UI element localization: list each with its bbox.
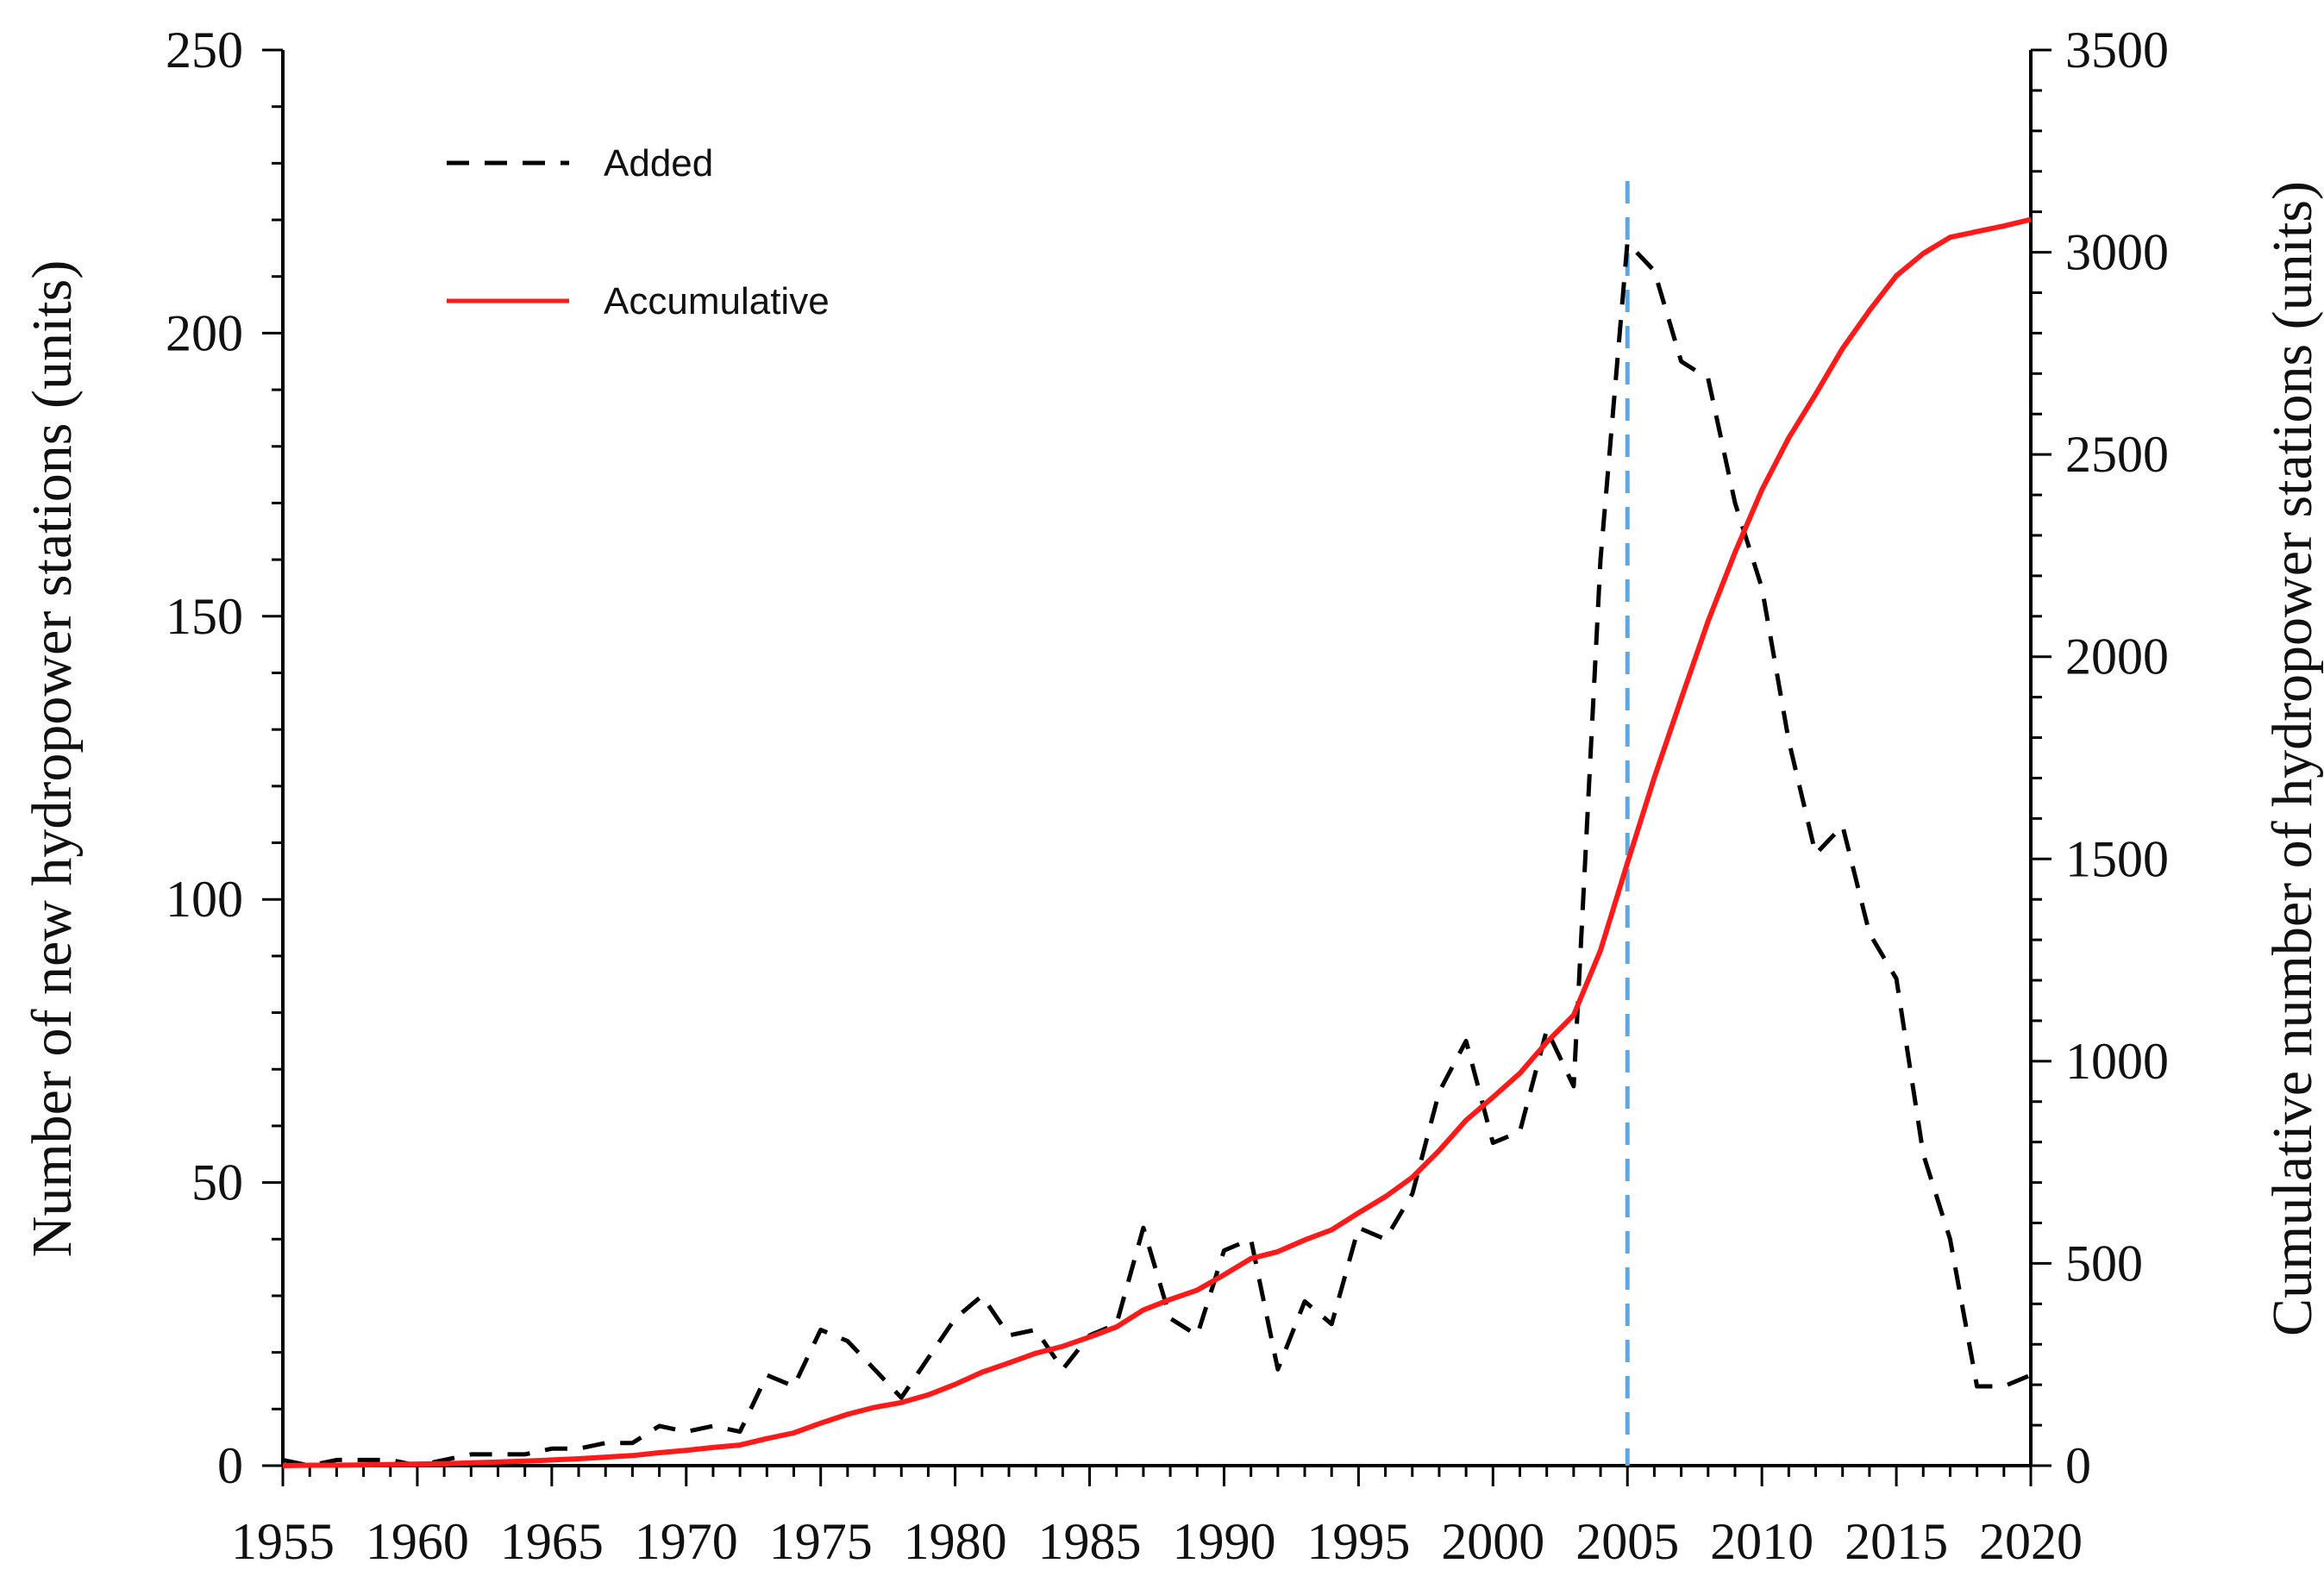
x-tick-label: 1990 xyxy=(1172,1513,1275,1570)
y-tick-label: 150 xyxy=(166,588,243,645)
y-tick-label: 100 xyxy=(166,871,243,928)
x-tick-label: 1985 xyxy=(1038,1513,1142,1570)
y2-tick-label: 3500 xyxy=(2065,22,2169,78)
y-tick-label: 250 xyxy=(166,22,243,78)
x-tick-label: 1955 xyxy=(231,1513,335,1570)
x-tick-label: 1960 xyxy=(366,1513,469,1570)
right-y-axis-title: Cumulative number of hydropower stations… xyxy=(2261,181,2324,1336)
y2-tick-label: 1500 xyxy=(2065,830,2169,887)
y2-tick-label: 0 xyxy=(2065,1437,2091,1494)
y2-tick-label: 1000 xyxy=(2065,1033,2169,1090)
legend: Added Accumulative xyxy=(447,142,830,322)
x-tick-label: 1995 xyxy=(1306,1513,1410,1570)
legend-label-accumulative: Accumulative xyxy=(604,280,830,322)
y2-tick-label: 2000 xyxy=(2065,629,2169,685)
tick-labels: 1955 1960 1965 1970 1975 1980 1985 1990 1995 2000… xyxy=(166,22,2169,1570)
legend-label-added: Added xyxy=(604,142,713,184)
x-tick-label: 1970 xyxy=(635,1513,738,1570)
y2-tick-label: 3000 xyxy=(2065,224,2169,281)
y2-tick-label: 500 xyxy=(2065,1235,2143,1291)
x-tick-label: 1980 xyxy=(904,1513,1007,1570)
y-tick-label: 0 xyxy=(217,1437,243,1494)
y-tick-label: 50 xyxy=(191,1154,243,1211)
y2-tick-label: 2500 xyxy=(2065,426,2169,483)
x-tick-label: 1965 xyxy=(500,1513,604,1570)
x-tick-label: 1975 xyxy=(769,1513,873,1570)
x-tick-label: 2000 xyxy=(1441,1513,1544,1570)
plot-area xyxy=(282,181,2032,1468)
left-y-axis-title: Number of new hydropower stations (units… xyxy=(21,260,84,1258)
y-tick-label: 200 xyxy=(166,304,243,361)
ticks xyxy=(262,48,2052,1486)
series-line-accumulative xyxy=(282,216,2032,1468)
axes xyxy=(281,50,2033,1467)
x-tick-label: 2015 xyxy=(1845,1513,1948,1570)
x-tick-label: 2020 xyxy=(1979,1513,2083,1570)
x-tick-label: 2010 xyxy=(1710,1513,1813,1570)
x-tick-label: 2005 xyxy=(1575,1513,1679,1570)
